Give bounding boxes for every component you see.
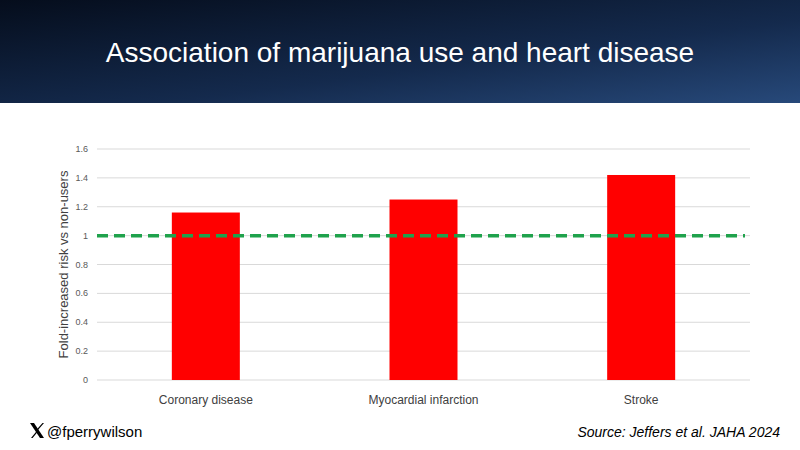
y-tick-label: 1.4 (75, 173, 88, 183)
y-tick-label: 1 (83, 231, 88, 241)
handle: @fperrywilson (47, 423, 142, 440)
x-tick-label: Stroke (624, 393, 659, 407)
chart: Association of marijuana use and heart d… (0, 0, 800, 450)
y-tick-label: 0.4 (75, 317, 88, 327)
chart-root: Association of marijuana use and heart d… (0, 0, 800, 450)
bar (172, 213, 240, 380)
y-tick-label: 0.8 (75, 260, 88, 270)
x-logo (30, 423, 44, 438)
y-tick-label: 0 (83, 375, 88, 385)
y-tick-label: 1.6 (75, 144, 88, 154)
bars (97, 175, 745, 380)
source: Source: Jeffers et al. JAHA 2024 (577, 424, 780, 440)
title: Association of marijuana use and heart d… (106, 37, 694, 68)
bar (607, 175, 675, 380)
y-axis-label: Fold-increased risk vs non-users (56, 170, 71, 358)
grid-line (97, 149, 750, 150)
y-tick-label: 0.6 (75, 288, 88, 298)
y-tick-label: 0.2 (75, 346, 88, 356)
x-tick-label: Coronary disease (159, 393, 253, 407)
y-tick-label: 1.2 (75, 202, 88, 212)
reference-line (97, 234, 745, 238)
x-tick-label: Myocardial infarction (368, 393, 478, 407)
header-band (0, 0, 800, 103)
bar (390, 200, 458, 380)
